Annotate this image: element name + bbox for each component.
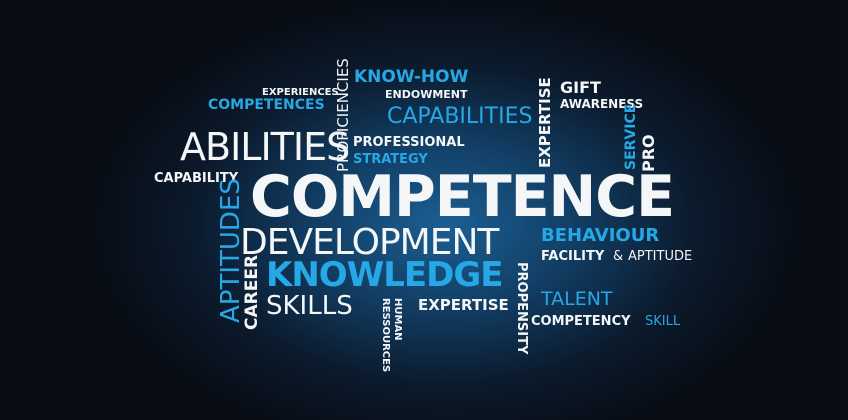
word-career: CAREER bbox=[242, 254, 262, 330]
word-professional: PROFESSIONAL bbox=[353, 135, 465, 150]
word-aptitude: APTITUDE bbox=[628, 249, 693, 264]
word-capabilities: CAPABILITIES bbox=[387, 104, 533, 129]
word-expertise: EXPERTISE bbox=[418, 296, 509, 314]
word-abilities: ABILITIES bbox=[180, 125, 350, 169]
word-propensity: PROPENSITY bbox=[514, 262, 529, 355]
word-facility: FACILITY bbox=[541, 249, 605, 264]
word-service: SERVICE bbox=[623, 103, 639, 170]
word-experiences: EXPERIENCES bbox=[262, 87, 339, 98]
word-capability: CAPABILITY bbox=[154, 171, 239, 186]
word-knowledge: KNOWLEDGE bbox=[266, 255, 503, 295]
word-know-how: KNOW-HOW bbox=[354, 67, 469, 87]
word-strategy: STRATEGY bbox=[353, 152, 428, 167]
word-proficiencies: PROFICIENCIES bbox=[334, 58, 352, 172]
word-expertise-vertical: EXPERTISE bbox=[536, 77, 554, 168]
word-development: DEVELOPMENT bbox=[240, 222, 499, 263]
word-competences: COMPETENCES bbox=[208, 97, 325, 113]
word-ressources: RESSOURCES bbox=[380, 298, 391, 373]
word-competency: COMPETENCY bbox=[531, 314, 631, 329]
word-skill: SKILL bbox=[645, 314, 681, 329]
word-competence: COMPETENCE bbox=[250, 164, 675, 230]
word-gift: GIFT bbox=[560, 78, 601, 97]
word-aptitudes: APTITUDES bbox=[216, 178, 246, 323]
word-skills: SKILLS bbox=[266, 291, 353, 321]
word-behaviour: BEHAVIOUR bbox=[541, 225, 660, 246]
word-human: HUMAN bbox=[392, 298, 403, 341]
word-awareness: AWARENESS bbox=[560, 97, 644, 111]
word-talent: TALENT bbox=[541, 288, 613, 310]
word-ampersand: & bbox=[613, 249, 624, 264]
word-endowment: ENDOWMENT bbox=[385, 88, 468, 101]
